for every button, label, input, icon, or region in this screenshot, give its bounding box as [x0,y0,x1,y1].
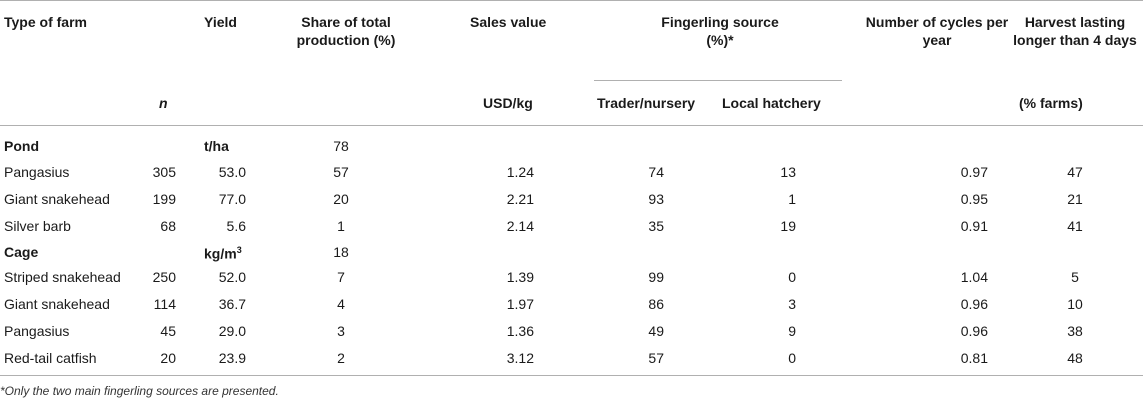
cage-row-n: 45 [160,323,176,339]
cage-row-harvest: 5 [1071,269,1079,285]
header-fingerling-source: Fingerling source (%)* [661,14,779,48]
cage-row-yield: 23.9 [218,350,246,366]
header-usd-kg: USD/kg [483,95,533,111]
pond-row-name: Silver barb [4,218,71,234]
cage-row-hatchery: 0 [788,350,796,366]
pond-row-hatchery: 13 [780,164,796,180]
pond-row-hatchery: 19 [780,218,796,234]
cage-row-hatchery: 0 [788,269,796,285]
section-pond-share: 78 [333,138,349,154]
pond-row-share: 1 [337,218,345,234]
cage-row-share: 7 [337,269,345,285]
pond-row-harvest: 47 [1067,164,1083,180]
pond-row-sales: 2.14 [506,218,534,234]
section-cage-share: 18 [333,244,349,260]
pond-row-yield: 77.0 [218,191,246,207]
pond-row-share: 57 [333,164,349,180]
header-type-of-farm: Type of farm [4,14,87,30]
pond-row-name: Pangasius [4,164,70,180]
cage-row-n: 20 [160,350,176,366]
top-rule [0,0,1143,1]
pond-row-sales: 2.21 [506,191,534,207]
pond-row-cycles: 0.97 [960,164,988,180]
cage-row-hatchery: 3 [788,296,796,312]
cage-row-yield: 29.0 [218,323,246,339]
cage-row-trader: 49 [648,323,664,339]
cage-row-sales: 1.39 [506,269,534,285]
cage-row-sales: 3.12 [506,350,534,366]
pond-row-harvest: 41 [1067,218,1083,234]
section-pond-label: Pond [4,138,39,154]
pond-row-trader: 35 [648,218,664,234]
cage-row-share: 3 [337,323,345,339]
pond-row-share: 20 [333,191,349,207]
pond-row-n: 68 [160,218,176,234]
pond-row-hatchery: 1 [788,191,796,207]
cage-row-cycles: 0.96 [960,296,988,312]
fingerling-subrule [594,80,842,81]
cage-row-harvest: 48 [1067,350,1083,366]
header-yield: Yield [204,14,237,30]
header-hatchery: Local hatchery [722,95,821,111]
cage-row-yield: 36.7 [218,296,246,312]
pond-row-name: Giant snakehead [4,191,110,207]
bottom-rule [0,375,1143,376]
pond-row-yield: 53.0 [218,164,246,180]
cage-row-yield: 52.0 [218,269,246,285]
cage-row-cycles: 1.04 [960,269,988,285]
cage-row-trader: 99 [648,269,664,285]
pond-row-yield: 5.6 [226,218,246,234]
header-harvest: Harvest lasting longer than 4 days [1013,14,1137,48]
cage-row-name: Red-tail catfish [4,350,97,366]
header-pct-farms: (% farms) [1019,95,1083,111]
pond-row-trader: 93 [648,191,664,207]
header-n: n [159,95,168,111]
section-pond-unit: t/ha [204,138,229,154]
cage-row-n: 250 [152,269,176,285]
cage-row-cycles: 0.81 [960,350,988,366]
section-cage-unit: kg/m3 [204,245,242,262]
pond-row-n: 305 [152,164,176,180]
pond-row-sales: 1.24 [506,164,534,180]
cage-row-n: 114 [153,296,176,312]
cage-row-cycles: 0.96 [960,323,988,339]
cage-row-name: Pangasius [4,323,70,339]
pond-row-trader: 74 [648,164,664,180]
header-rule [0,125,1143,126]
cage-row-harvest: 38 [1067,323,1083,339]
cage-row-name: Giant snakehead [4,296,110,312]
cage-row-sales: 1.36 [506,323,534,339]
header-sales-value: Sales value [470,14,547,30]
cage-row-hatchery: 9 [788,323,796,339]
cage-row-share: 2 [337,350,345,366]
pond-row-cycles: 0.91 [960,218,988,234]
header-cycles: Number of cycles per year [865,14,1009,48]
cage-row-trader: 57 [648,350,664,366]
pond-row-harvest: 21 [1067,191,1083,207]
cage-row-harvest: 10 [1067,296,1083,312]
footnote: *Only the two main fingerling sources ar… [0,384,279,398]
header-trader: Trader/nursery [597,95,696,111]
pond-row-cycles: 0.95 [960,191,988,207]
pond-row-n: 199 [152,191,176,207]
cage-row-trader: 86 [648,296,664,312]
cage-row-share: 4 [337,296,345,312]
section-cage-label: Cage [4,244,39,260]
cage-row-sales: 1.97 [506,296,534,312]
header-share: Share of total production (%) [296,14,396,48]
cage-row-name: Striped snakehead [4,269,121,285]
